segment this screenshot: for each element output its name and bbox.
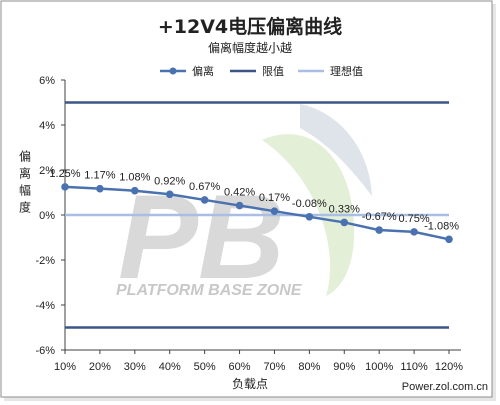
frame-border [0, 0, 493, 398]
data-label: -0.08% [292, 198, 327, 210]
data-label: 1.25% [49, 168, 80, 180]
data-point [61, 183, 69, 191]
data-point [235, 201, 244, 210]
data-label: 1.08% [119, 172, 150, 184]
chart-title: +12V4电压偏离曲线 [158, 15, 342, 38]
data-label: -0.67% [362, 211, 397, 223]
data-point [165, 190, 174, 199]
data-label: 0.17% [259, 192, 290, 204]
legend-label-limit: 限值 [262, 65, 284, 78]
watermark-swoosh-grey [300, 104, 372, 196]
y-axis-title: 偏离幅度 [19, 149, 31, 215]
y-tick-label: 2% [39, 165, 55, 177]
data-point [375, 226, 383, 234]
x-tick-label: 70% [263, 361, 285, 373]
y-tick-label: -6% [35, 345, 55, 357]
x-axis-title: 负载点 [232, 377, 268, 391]
x-tick-label: 20% [89, 361, 111, 373]
data-point [131, 186, 139, 195]
legend-label-deviation: 偏离 [192, 64, 214, 78]
x-ticks: 10% 20% 30% 40% 50% 60% 70% 80% 90% 100% 110% 120% [54, 350, 463, 373]
x-tick-label: 120% [435, 361, 463, 373]
data-point [96, 184, 104, 193]
y-tick-label: -4% [35, 300, 55, 312]
series-line-deviation [64, 185, 450, 241]
x-tick-label: 50% [194, 361, 216, 373]
data-label: 0.42% [224, 187, 255, 199]
data-label: 1.17% [84, 170, 115, 182]
legend-label-ideal: 理想值 [330, 64, 363, 78]
data-point [200, 196, 209, 204]
data-label: 0.75% [398, 213, 429, 225]
data-label: 0.67% [189, 181, 220, 193]
y-tick-label: 0% [39, 210, 55, 222]
series-points-deviation [61, 183, 453, 244]
x-tick-label: 110% [400, 361, 428, 373]
watermark-text: PLATFORM BASE ZONE [116, 282, 303, 299]
chart-subtitle: 偏离幅度越小越 [208, 40, 292, 55]
y-tick-label: 4% [39, 120, 55, 132]
data-point [410, 228, 418, 236]
watermark-swoosh-green [262, 134, 355, 296]
y-ticks: 6% 4% 2% 0% -2% -4% -6% [35, 75, 65, 357]
source-credit: Power.zol.com.cn [402, 381, 488, 393]
data-point [340, 218, 349, 227]
x-tick-label: 40% [159, 361, 181, 373]
data-label: 0.33% [329, 203, 360, 215]
data-point [270, 207, 279, 215]
x-tick-label: 100% [365, 361, 393, 373]
legend-marker-deviation [169, 67, 177, 75]
x-tick-label: 80% [298, 361, 320, 373]
x-tick-label: 30% [124, 361, 146, 373]
watermark: PB PLATFORM BASE ZONE [116, 104, 372, 304]
data-point [445, 235, 453, 244]
data-label: 0.92% [154, 175, 185, 187]
data-labels-deviation: 1.25% 1.17% 1.08% 0.92% 0.67% 0.42% 0.17% -0.08… [49, 168, 459, 232]
legend: 偏离 限值 理想值 [160, 64, 363, 78]
x-tick-label: 10% [54, 361, 76, 373]
data-point [305, 213, 314, 221]
y-tick-label: 6% [39, 75, 55, 87]
data-label: -1.08% [424, 220, 459, 232]
y-tick-label: -2% [35, 255, 55, 267]
x-tick-label: 90% [333, 361, 355, 373]
x-tick-label: 60% [229, 361, 251, 373]
